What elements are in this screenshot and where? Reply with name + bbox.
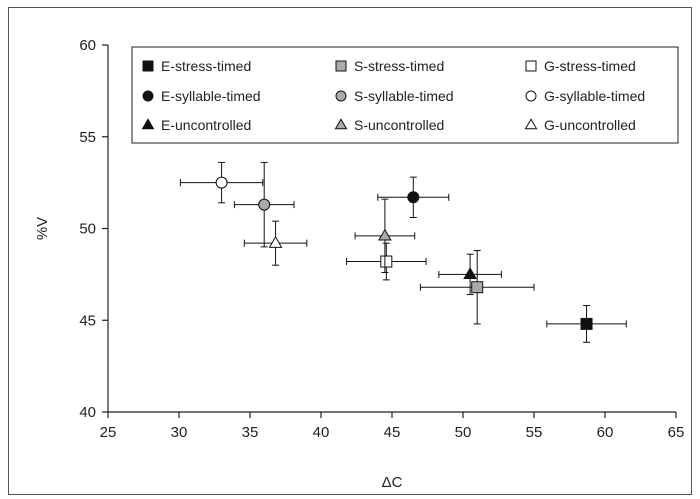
legend-label: S-stress-timed xyxy=(354,58,444,74)
point-g-uncontrolled xyxy=(243,220,308,266)
legend-marker-s-uncontrolled xyxy=(334,118,348,130)
legend-label: E-stress-timed xyxy=(161,58,251,74)
legend-marker-g-stress-timed xyxy=(525,60,537,72)
legend-marker-g-syllable-timed xyxy=(525,90,537,102)
x-axis-title: ΔC xyxy=(382,474,403,491)
data-points xyxy=(179,161,627,343)
legend-marker-s-stress-timed xyxy=(335,60,347,72)
y-tick-label: 40 xyxy=(79,404,96,421)
data-marker xyxy=(471,281,484,294)
x-tick-label: 50 xyxy=(455,424,472,441)
data-marker xyxy=(463,267,477,280)
legend-marker-s-syllable-timed xyxy=(335,90,347,102)
point-g-stress-timed xyxy=(346,242,427,281)
legend-label: E-uncontrolled xyxy=(161,117,251,133)
data-marker xyxy=(380,255,393,268)
legend-label: S-uncontrolled xyxy=(354,117,444,133)
axes: 40 45 50 55 60 25 30 35 40 45 50 55 60 65 xyxy=(79,37,684,441)
point-e-uncontrolled xyxy=(438,253,502,296)
data-marker xyxy=(268,235,283,248)
x-tick-label: 55 xyxy=(526,424,543,441)
x-tick-label: 45 xyxy=(384,424,401,441)
legend: E-stress-timed S-stress-timed G-stress-tim… xyxy=(131,46,679,144)
data-marker xyxy=(580,317,593,330)
legend-label: G-stress-timed xyxy=(544,58,636,74)
y-tick-label: 45 xyxy=(79,312,96,329)
x-tick-label: 65 xyxy=(668,424,685,441)
x-tick-label: 60 xyxy=(597,424,614,441)
x-tick-label: 25 xyxy=(100,424,117,441)
legend-label: S-syllable-timed xyxy=(354,88,454,104)
point-g-syllable-timed xyxy=(179,161,264,204)
data-marker xyxy=(258,198,271,211)
legend-box xyxy=(131,46,679,144)
y-tick-label: 60 xyxy=(79,37,96,54)
legend-marker-e-syllable-timed xyxy=(142,90,154,102)
x-tick-label: 30 xyxy=(171,424,188,441)
legend-marker-e-uncontrolled xyxy=(141,118,155,130)
legend-marker-g-uncontrolled xyxy=(524,118,538,130)
y-tick-label: 55 xyxy=(79,129,96,146)
y-tick-label: 50 xyxy=(79,221,96,238)
data-marker xyxy=(215,176,228,189)
point-e-stress-timed xyxy=(546,305,627,343)
point-e-syllable-timed xyxy=(377,176,450,218)
point-s-stress-timed xyxy=(419,250,535,325)
data-marker xyxy=(378,228,392,241)
point-s-uncontrolled xyxy=(354,198,416,274)
point-s-syllable-timed xyxy=(233,161,295,248)
x-tick-label: 40 xyxy=(313,424,330,441)
data-marker xyxy=(407,191,420,204)
legend-label: G-syllable-timed xyxy=(544,88,645,104)
legend-label: G-uncontrolled xyxy=(544,117,636,133)
legend-marker-e-stress-timed xyxy=(142,60,154,72)
x-tick-label: 35 xyxy=(242,424,259,441)
y-axis-title: %V xyxy=(34,217,51,240)
legend-label: E-syllable-timed xyxy=(161,88,261,104)
